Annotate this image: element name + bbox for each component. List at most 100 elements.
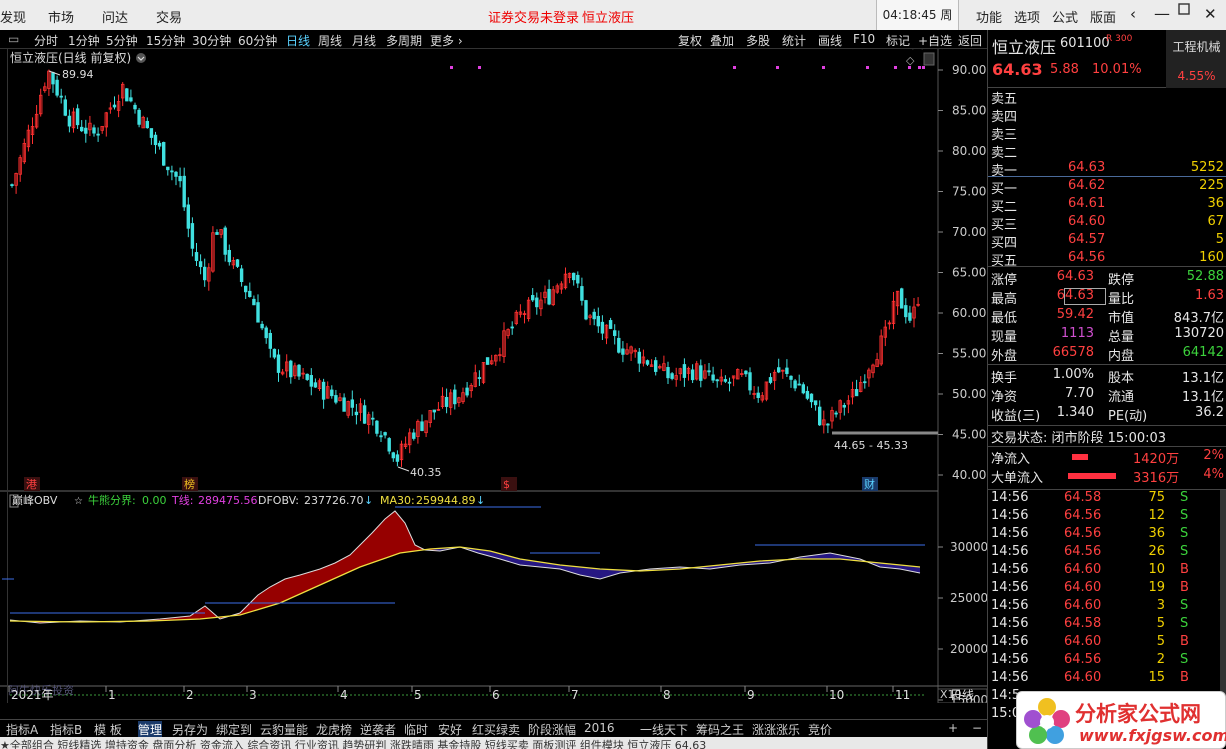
tool-f10[interactable]: F10 [853, 32, 876, 46]
price-change-pct: 10.01% [1092, 62, 1142, 77]
stat-label: 涨停 [991, 273, 1018, 288]
period-multi[interactable]: 多周期 [386, 34, 423, 48]
indicator-tab[interactable]: 2016 [584, 721, 615, 735]
tool-mark[interactable]: 标记 [886, 34, 911, 48]
stat-value: 1.340 [1056, 405, 1094, 420]
candle-body [92, 127, 96, 134]
stat-value-2: 36.2 [1195, 405, 1224, 420]
stat-value-2: 52.88 [1186, 269, 1224, 284]
tool-stats[interactable]: 统计 [782, 34, 807, 48]
trade-status: 交易状态: 闭市阶段 15:00:03 [991, 431, 1167, 446]
indicator-tab[interactable]: 一线天下 [640, 723, 689, 737]
candle-body [895, 290, 900, 307]
close-icon[interactable]: ✕ [1204, 5, 1217, 23]
candle-body [551, 289, 555, 306]
tool-fuquan[interactable]: 复权 [678, 34, 703, 48]
indicator-tab[interactable]: 云豹量能 [260, 723, 309, 737]
tick-time: 14:56 [991, 580, 1029, 595]
period-more[interactable]: 更多 › [430, 32, 463, 49]
candle-body [47, 70, 51, 89]
candle-body [629, 346, 633, 354]
remove-tab-icon[interactable]: − [972, 721, 983, 735]
toolbar-handle-icon[interactable]: ▭ [8, 32, 20, 46]
menu-layout[interactable]: 版面 [1090, 11, 1117, 26]
menu-function[interactable]: 功能 [976, 11, 1003, 26]
tick-volume: 2 [1156, 652, 1165, 667]
kline-chart[interactable]: 90.0085.0080.0075.0070.0065.0060.0055.00… [0, 49, 987, 703]
tick-row: 14:56 64.60 3 S [988, 598, 1220, 616]
indicator-tab[interactable]: 筹码之王 [696, 723, 745, 737]
tick-price: 64.56 [1064, 544, 1102, 559]
price-tick-label: 70.00 [952, 225, 986, 239]
indicator-tab[interactable]: 指标B [50, 723, 83, 737]
news-ticker[interactable]: ★全部组合 短线精选 增持资金 盘面分析 资金流入 综合资讯 行业资讯 趋势研判… [0, 737, 987, 749]
candle-body [752, 393, 756, 395]
candle-body [260, 323, 264, 329]
industry-box[interactable]: 工程机械 4.55% [1166, 30, 1226, 88]
candle-body [756, 392, 760, 398]
indicator-tab[interactable]: 另存为 [172, 723, 209, 737]
candle-body [354, 411, 359, 416]
period-15min[interactable]: 15分钟 [146, 34, 186, 48]
tool-overlay[interactable]: 叠加 [710, 34, 735, 48]
tick-scrollbar[interactable] [1220, 490, 1226, 720]
period-5min[interactable]: 5分钟 [106, 34, 138, 48]
back-icon[interactable]: ‹ [1130, 5, 1136, 23]
add-tab-icon[interactable]: + [948, 721, 959, 735]
stat-value-2: 13.1亿 [1182, 371, 1224, 386]
period-switch[interactable] [937, 688, 987, 703]
candle-body [166, 166, 170, 171]
indicator-tab[interactable]: 涨涨涨乐 [752, 723, 801, 737]
indicator-tab[interactable]: 安好 [438, 723, 463, 737]
minimize-icon[interactable]: — [1154, 4, 1170, 23]
indicator-tab[interactable]: 绑定到 [216, 723, 253, 737]
menu-discover[interactable]: 发现 [0, 11, 27, 26]
tool-draw[interactable]: 画线 [818, 34, 843, 48]
candle-body [325, 386, 330, 399]
candle-body [772, 371, 777, 381]
candle-body [412, 432, 416, 439]
period-switch-label: 日线 [950, 688, 974, 702]
indicator-tab[interactable]: 临时 [404, 723, 429, 737]
flow-bar [1068, 473, 1116, 479]
indicator-tab[interactable]: 管理 [138, 721, 163, 738]
tool-multi-stock[interactable]: 多股 [746, 34, 771, 48]
trade-login-status[interactable]: 证券交易未登录 [488, 11, 580, 26]
period-1min[interactable]: 1分钟 [68, 34, 100, 48]
period-60min[interactable]: 60分钟 [238, 34, 278, 48]
period-weekly[interactable]: 周线 [318, 34, 343, 48]
stat-label-2: 内盘 [1108, 349, 1135, 364]
maximize-icon[interactable] [1178, 3, 1190, 19]
stat-value-2: 64142 [1182, 345, 1224, 360]
diamond-icon[interactable]: ◇ [906, 54, 915, 67]
period-fenshi[interactable]: 分时 [34, 34, 59, 48]
indicator-tab[interactable]: 龙虎榜 [316, 723, 353, 737]
period-monthly[interactable]: 月线 [352, 34, 377, 48]
candle-body [740, 373, 744, 375]
period-30min[interactable]: 30分钟 [192, 34, 232, 48]
tool-add-watch[interactable]: +自选 [918, 34, 953, 48]
indicator-tab[interactable]: 竞价 [808, 723, 833, 737]
signal-dot [866, 66, 869, 69]
menu-options[interactable]: 选项 [1014, 11, 1041, 26]
indicator-tab[interactable]: 逆袭者 [360, 723, 397, 737]
indicator-tab[interactable]: 模 板 [94, 723, 122, 737]
tool-back[interactable]: 返回 [958, 34, 983, 48]
menu-trade[interactable]: 交易 [156, 11, 183, 26]
tick-side: S [1180, 598, 1189, 613]
settings-icon[interactable] [136, 53, 146, 63]
indicator-tab[interactable]: 红买绿卖 [472, 723, 521, 737]
period-daily[interactable]: 日线 [286, 34, 311, 48]
menu-formula[interactable]: 公式 [1052, 11, 1079, 26]
tick-price: 64.60 [1064, 634, 1102, 649]
buy-price: 64.56 [1068, 250, 1106, 265]
sell-level-row: 卖五 [988, 88, 1220, 107]
indicator-tab[interactable]: 阶段涨幅 [528, 723, 577, 737]
indicator-toggle-icon[interactable] [9, 494, 19, 508]
menu-wenda[interactable]: 问达 [102, 11, 129, 26]
candle-body [448, 392, 453, 408]
menu-market[interactable]: 市场 [48, 11, 75, 26]
panel-toggle-icon[interactable] [923, 52, 935, 66]
candle-body [567, 272, 572, 278]
indicator-tab[interactable]: 指标A [6, 723, 39, 737]
